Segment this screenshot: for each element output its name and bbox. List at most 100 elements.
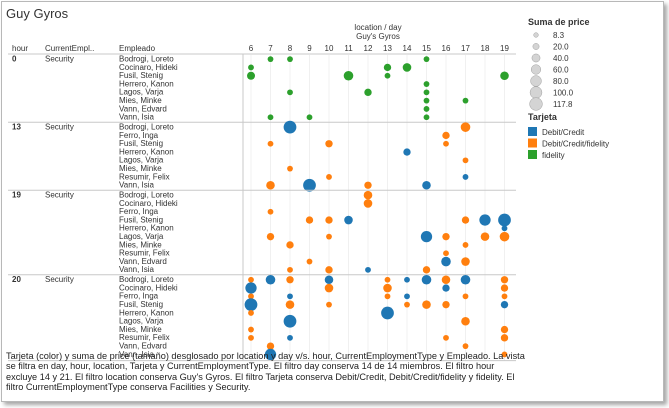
size-legend-marker (531, 53, 541, 63)
data-point (364, 181, 372, 189)
data-point (267, 56, 274, 63)
data-point (248, 64, 254, 71)
data-point (363, 199, 373, 208)
data-point (462, 293, 469, 300)
data-point (420, 231, 433, 243)
data-point (461, 257, 470, 266)
employee-label: Mies, Minke (119, 164, 162, 173)
data-point (286, 241, 294, 249)
data-point (500, 284, 509, 292)
row-header-hour: hour (12, 44, 28, 53)
data-point (462, 242, 469, 248)
employee-label: Vann, Edvard (119, 104, 167, 113)
data-point (287, 165, 293, 172)
data-point (363, 190, 373, 200)
hour-label: 19 (12, 191, 21, 200)
day-tick-label: 16 (442, 44, 451, 53)
data-point (423, 106, 430, 112)
employee-label: Vann, Isia (119, 113, 155, 122)
data-point (365, 266, 371, 273)
data-point (381, 306, 394, 320)
data-point (265, 274, 276, 285)
data-point (245, 282, 257, 294)
employee-label: Cocinaro, Hideki (119, 199, 178, 208)
data-point (267, 208, 274, 215)
data-point (404, 301, 410, 308)
data-point (325, 216, 333, 224)
employee-label: Lagos, Varja (119, 317, 164, 326)
employment-type-label: Security (45, 191, 74, 200)
data-point (325, 266, 333, 274)
data-point (283, 120, 297, 134)
employee-label: Vann, Edvard (119, 342, 167, 351)
chart-frame (1, 1, 664, 402)
data-point (422, 180, 431, 190)
employment-type-label: Security (45, 55, 74, 64)
data-point (326, 174, 332, 180)
color-legend-title: Tarjeta (528, 112, 558, 122)
data-point (422, 266, 431, 274)
data-point (443, 334, 449, 341)
data-point (303, 178, 316, 192)
employee-label: Herrero, Kanon (119, 79, 174, 88)
data-point (287, 266, 293, 273)
data-point (267, 140, 274, 147)
employee-label: Vann, Edvard (119, 257, 167, 266)
data-point (423, 114, 430, 121)
data-point (248, 276, 254, 283)
data-point (404, 293, 410, 300)
size-legend-label: 20.0 (553, 43, 569, 52)
data-point (402, 63, 412, 72)
data-point (248, 293, 254, 300)
row-header-employee: Empleado (119, 44, 156, 53)
employee-label: Herrero, Kanon (119, 147, 174, 156)
hour-label: 0 (12, 55, 17, 64)
data-point (384, 72, 391, 79)
employee-label: Ferro, Inga (119, 292, 159, 301)
data-point (306, 258, 313, 265)
employee-label: Lagos, Varja (119, 156, 164, 165)
data-point (499, 231, 510, 242)
employee-label: Lagos, Varja (119, 232, 164, 241)
size-legend-label: 40.0 (553, 54, 569, 63)
data-point (264, 348, 277, 361)
data-point (267, 114, 274, 121)
employee-label: Vann, Isia (119, 265, 155, 274)
day-tick-label: 6 (249, 44, 254, 53)
employee-label: Mies, Minke (119, 96, 162, 105)
size-legend-marker (529, 97, 543, 111)
data-point (480, 232, 490, 241)
data-point (266, 342, 275, 350)
data-point (501, 225, 508, 232)
color-legend-label: fidelity (542, 151, 565, 160)
data-point (324, 275, 334, 285)
day-tick-label: 8 (288, 44, 293, 53)
data-point (460, 122, 471, 132)
data-point (501, 293, 508, 300)
day-tick-label: 13 (383, 44, 392, 53)
data-point (441, 275, 451, 285)
day-tick-label: 12 (364, 44, 373, 53)
employee-label: Bodrogi, Loreto (119, 123, 174, 132)
data-point (287, 293, 293, 300)
data-point (422, 300, 431, 309)
data-point (287, 56, 293, 63)
data-point (244, 298, 258, 312)
chart-title: Guy Gyros (6, 6, 69, 21)
data-point (441, 256, 451, 267)
data-point (461, 216, 470, 224)
employee-label: Fusil, Stenig (119, 215, 163, 224)
size-legend-label: 100.0 (553, 89, 574, 98)
day-tick-label: 18 (481, 44, 490, 53)
data-point (286, 276, 294, 284)
size-legend-label: 80.0 (553, 77, 569, 86)
data-point (266, 232, 275, 241)
data-point (404, 276, 410, 283)
data-point (442, 131, 450, 140)
employee-label: Herrero, Kanon (119, 224, 174, 233)
size-legend-marker (529, 86, 543, 99)
color-legend-label: Debit/Credit (542, 128, 585, 137)
hour-label: 20 (12, 275, 21, 284)
employment-type-label: Security (45, 123, 74, 132)
